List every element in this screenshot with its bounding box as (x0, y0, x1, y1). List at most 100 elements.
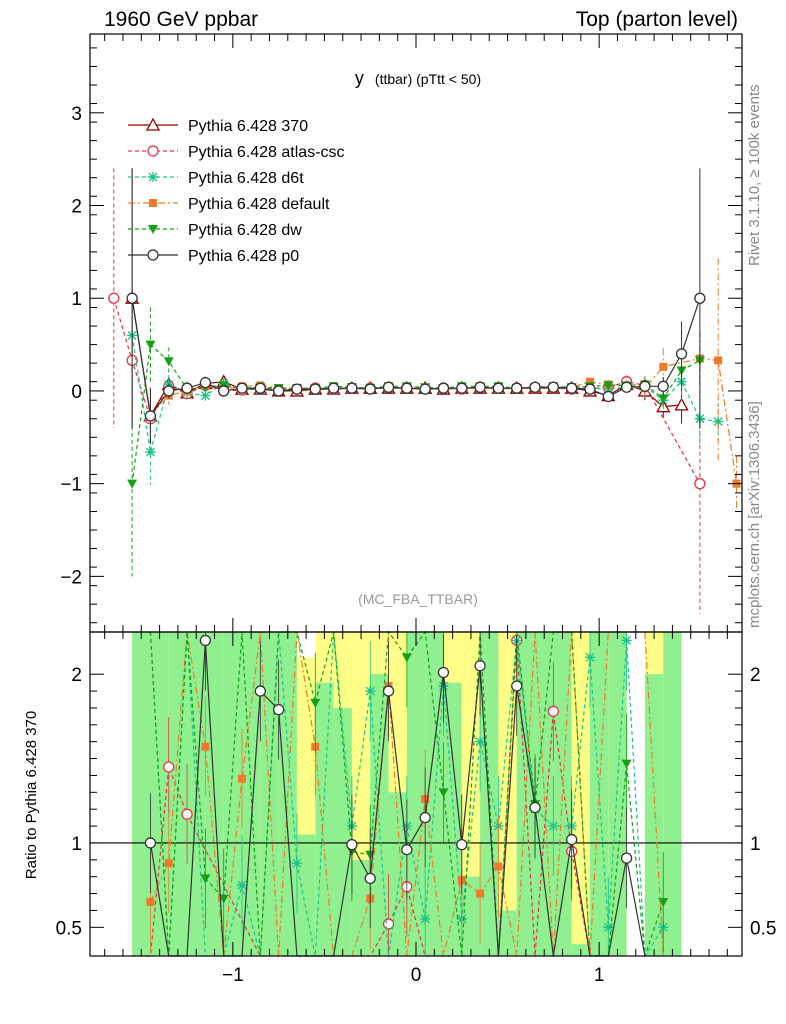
ratio-point (547, 705, 560, 717)
series-line (131, 298, 701, 418)
data-point (437, 382, 450, 394)
legend-marker (148, 225, 158, 234)
data-point (309, 383, 321, 395)
ratio-point (181, 808, 193, 820)
data-point (511, 382, 523, 394)
ratio-line (132, 640, 591, 957)
data-point (492, 382, 505, 394)
ratio-point (291, 858, 302, 869)
ratio-band-green (223, 632, 243, 956)
x-tick-label: 1 (594, 965, 605, 986)
data-point (236, 382, 248, 394)
data-point (144, 410, 157, 422)
ratio-band-green (315, 682, 334, 956)
legend-marker (147, 249, 159, 261)
data-point (181, 382, 193, 394)
data-point (658, 394, 669, 404)
legend-label: Pythia 6.428 d6t (188, 170, 304, 187)
data-point (603, 381, 614, 391)
ratio-point (456, 838, 468, 851)
ratio-point (218, 894, 229, 904)
ratio-line (149, 630, 664, 957)
ratio-band-green (663, 632, 682, 956)
data-point (659, 362, 668, 371)
ratio-band-green (644, 674, 664, 956)
y-tick-label: −2 (60, 567, 82, 588)
data-point (529, 381, 541, 393)
analysis-watermark: (MC_FBA_TTBAR) (358, 591, 478, 607)
data-point (327, 382, 340, 394)
ratio-series (90, 630, 742, 958)
x-tick-label: 0 (411, 965, 422, 986)
ratio-y-tick-label: 2 (71, 665, 82, 686)
data-point (419, 383, 431, 395)
ratio-point (364, 872, 376, 885)
data-point (585, 377, 594, 386)
data-point (163, 385, 175, 397)
ratio-point (346, 838, 358, 851)
y-tick-label: −1 (60, 475, 82, 496)
ratio-point (476, 889, 485, 898)
legend-entry: Pythia 6.428 370 (128, 117, 308, 135)
series-line (131, 343, 701, 484)
ratio-point (658, 898, 669, 907)
ratio-point (199, 634, 212, 647)
data-point (639, 380, 651, 392)
legend-label: Pythia 6.428 p0 (188, 248, 299, 265)
data-point (584, 383, 596, 395)
ratio-point (144, 837, 157, 849)
data-point (199, 376, 212, 389)
legend-entry: Pythia 6.428 atlas-csc (128, 144, 345, 161)
ratio-band-green (296, 834, 316, 956)
data-point (547, 381, 560, 393)
ratio-point (621, 759, 632, 769)
ratio-point (548, 821, 559, 832)
ratio-y-tick-label: 1 (71, 834, 82, 855)
ratio-point (584, 652, 595, 663)
data-point (163, 357, 174, 367)
legend-label: Pythia 6.428 370 (188, 118, 308, 135)
ratio-point (529, 801, 541, 814)
data-point (145, 340, 156, 350)
ratio-series-5 (144, 632, 646, 957)
ratio-band-green (461, 876, 481, 956)
legend-marker (149, 199, 157, 207)
data-point (657, 380, 669, 392)
data-point (620, 381, 633, 393)
y-tick-label: 2 (71, 197, 82, 218)
ratio-band-green (132, 632, 151, 956)
data-point (566, 382, 578, 394)
series-5 (126, 168, 706, 444)
ratio-line (149, 631, 664, 958)
legend-label: Pythia 6.428 default (188, 196, 330, 213)
data-point (401, 382, 413, 394)
ratio-point (621, 635, 632, 646)
ratio-point (272, 703, 285, 716)
ratio-band-green (406, 632, 426, 956)
header-left: 1960 GeV ppbar (104, 8, 259, 31)
ratio-point (201, 742, 210, 751)
legend-label: Pythia 6.428 atlas-csc (188, 144, 345, 161)
ratio-band-green (498, 910, 517, 956)
y-tick-label: 1 (71, 289, 82, 310)
data-point (291, 383, 303, 395)
data-point (218, 385, 230, 397)
legend-marker (148, 172, 158, 182)
main-series (108, 168, 741, 614)
series-line (150, 357, 738, 484)
data-point (382, 381, 395, 393)
ratio-y-tick-label-right: 0.5 (750, 918, 776, 939)
data-point (127, 479, 138, 489)
legend-entry: Pythia 6.428 dw (128, 222, 302, 239)
data-point (126, 292, 138, 304)
ratio-point (401, 844, 413, 856)
data-point (694, 478, 706, 490)
ratio-point (620, 852, 633, 864)
data-point (200, 390, 211, 401)
ratio-band-green (608, 632, 627, 956)
ratio-band-green (333, 707, 352, 956)
data-point (474, 381, 486, 393)
ratio-point (238, 774, 247, 783)
data-point (272, 385, 285, 397)
